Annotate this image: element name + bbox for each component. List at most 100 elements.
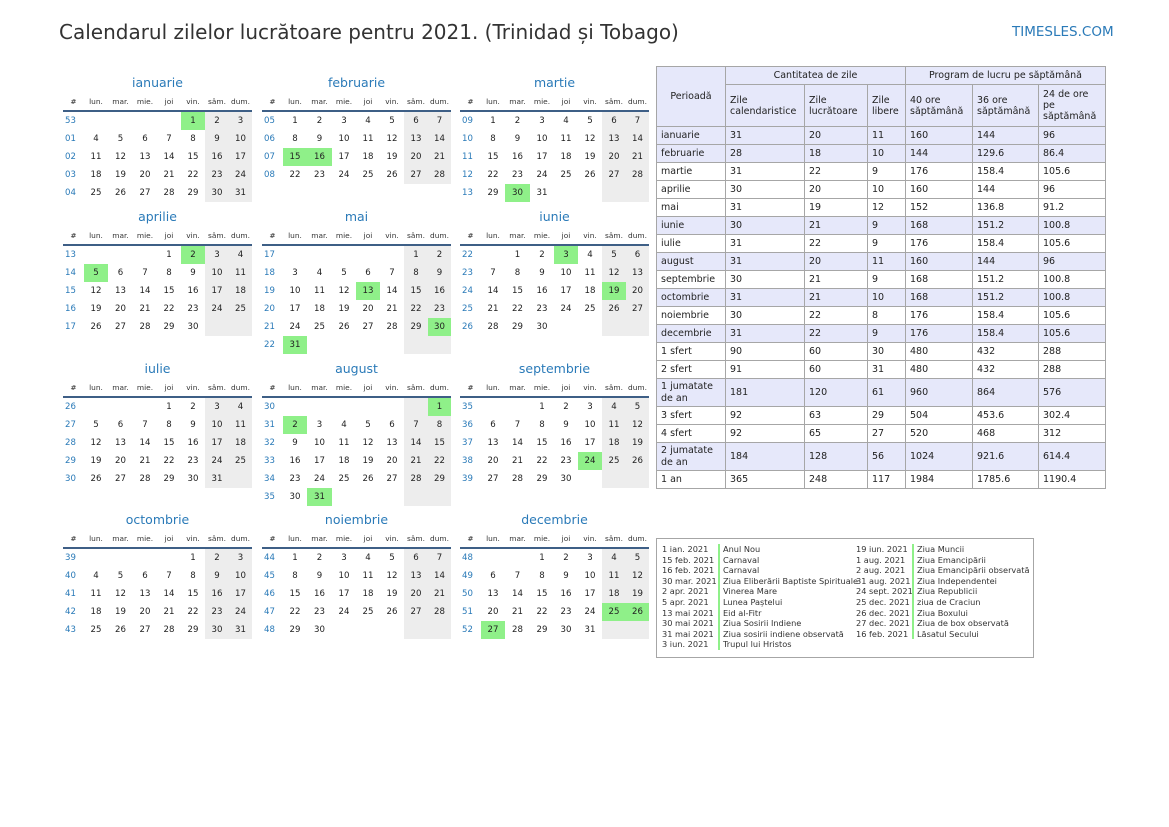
empty-cell — [626, 184, 649, 202]
day-cell: 30 — [205, 621, 229, 639]
day-cell: 28 — [404, 470, 428, 488]
value-cell: 1024 — [905, 442, 973, 471]
day-cell: 9 — [428, 264, 451, 282]
site-brand-link[interactable]: TIMESLES.COM — [1012, 24, 1114, 40]
day-cell: 23 — [314, 170, 325, 180]
day-cell: 13 — [404, 130, 428, 148]
day-cell: 31 — [536, 188, 548, 198]
value-cell: 18 — [804, 144, 868, 163]
empty-cell — [428, 336, 451, 354]
month-days-grid: # lun. mar. mie. joi vin. sâm. dum. 26 1 2 3 4 27 5 6 7 8… — [63, 379, 252, 488]
value-cell: 365 — [725, 470, 805, 489]
period-cell: 1 jumatate de an — [656, 378, 726, 407]
day-cell: 6 — [365, 268, 371, 278]
value-cell: 20 — [804, 180, 868, 199]
month-octombrie: octombrie # lun. mar. mie. joi vin. sâm. dum. 39 1… — [63, 510, 252, 639]
holiday-date: 26 dec. 2021 — [856, 607, 910, 618]
value-cell: 105.6 — [1038, 324, 1106, 343]
holiday-name: Vinerea Mare — [718, 586, 777, 597]
day-cell: 10 — [338, 571, 350, 581]
day-cell: 11 — [602, 567, 626, 585]
day-cell: 12 — [626, 416, 649, 434]
day-cell: 23 — [512, 170, 523, 180]
week-number: 15 — [65, 286, 76, 296]
day-cell: 27 — [115, 474, 126, 484]
weekday-header: joi — [356, 93, 380, 112]
day-cell: 16 — [560, 589, 572, 599]
period-cell: iunie — [656, 216, 726, 235]
day-cell: 24 — [289, 322, 301, 332]
day-cell: 2 — [190, 402, 196, 412]
month-name: mai — [344, 209, 369, 224]
value-cell: 31 — [725, 198, 805, 217]
day-cell: 3 — [292, 268, 298, 278]
value-cell: 158.4 — [972, 234, 1039, 253]
value-cell: 8 — [867, 306, 906, 325]
day-cell: 7 — [142, 420, 148, 430]
value-cell: 9 — [867, 324, 906, 343]
day-cell: 12 — [90, 438, 102, 448]
month-name: decembrie — [521, 512, 588, 527]
value-cell: 144 — [972, 180, 1039, 199]
holiday-date: 31 aug. 2021 — [856, 575, 911, 586]
value-cell: 128 — [804, 442, 868, 471]
value-cell: 480 — [905, 342, 973, 361]
holiday-entry: 3 iun. 2021 Trupul lui Hristos — [662, 639, 858, 650]
week-number: 14 — [65, 268, 76, 278]
holiday-day-cell: 31 — [283, 336, 307, 354]
week-number: 30 — [65, 474, 76, 484]
holiday-date: 3 iun. 2021 — [662, 639, 709, 650]
value-cell: 176 — [905, 234, 973, 253]
holiday-date: 15 feb. 2021 — [662, 554, 715, 565]
holiday-day-cell: 31 — [307, 488, 332, 506]
day-cell: 1 — [190, 553, 196, 563]
value-cell: 100.8 — [1038, 216, 1106, 235]
weekday-header: dum. — [229, 93, 252, 112]
value-cell: 9 — [867, 162, 906, 181]
empty-cell — [356, 246, 380, 264]
month-name: ianuarie — [132, 75, 183, 90]
weekday-header: dum. — [428, 93, 451, 112]
day-cell: 13 — [115, 286, 126, 296]
value-cell: 468 — [972, 424, 1039, 443]
summary-row: iulie 31 22 9 176 158.4 105.6 — [656, 234, 1106, 253]
day-cell: 16 — [428, 282, 451, 300]
day-cell: 6 — [490, 571, 496, 581]
day-cell: 4 — [365, 553, 371, 563]
month-august: august # lun. mar. mie. joi vin. sâm. dum. 30 1 31 2… — [262, 359, 451, 506]
day-cell: 10 — [314, 438, 325, 448]
empty-cell — [108, 549, 133, 567]
week-number: 01 — [65, 134, 76, 144]
day-cell: 26 — [90, 474, 102, 484]
day-cell: 26 — [338, 322, 350, 332]
day-cell: 10 — [584, 420, 596, 430]
weekday-header: mar. — [307, 93, 332, 112]
weekday-header: joi — [157, 227, 181, 246]
empty-cell — [380, 336, 404, 354]
weekday-header: mie. — [332, 227, 356, 246]
day-cell: 30 — [314, 625, 325, 635]
holiday-name: Lăsatul Secului — [912, 628, 979, 640]
weekday-header: sâm. — [602, 93, 626, 112]
day-cell: 5 — [389, 116, 395, 126]
holiday-day-cell: 26 — [626, 603, 649, 621]
day-cell: 29 — [536, 474, 548, 484]
day-cell: 3 — [229, 549, 252, 567]
weekday-header: mar. — [505, 93, 530, 112]
value-cell: 136.8 — [972, 198, 1039, 217]
day-cell: 16 — [205, 585, 229, 603]
day-cell: 10 — [229, 130, 252, 148]
day-cell: 18 — [560, 152, 572, 162]
day-cell: 7 — [514, 420, 521, 430]
day-cell: 24 — [229, 166, 252, 184]
day-cell: 11 — [584, 268, 596, 278]
day-cell: 7 — [514, 571, 521, 581]
holiday-name: Trupul lui Hristos — [718, 639, 792, 650]
day-cell: 25 — [229, 300, 252, 318]
day-cell: 15 — [163, 438, 175, 448]
day-cell: 16 — [314, 589, 325, 599]
day-cell: 23 — [187, 304, 199, 314]
value-cell: 19 — [804, 198, 868, 217]
week-number: 12 — [462, 170, 473, 180]
week-number: 48 — [264, 625, 275, 635]
